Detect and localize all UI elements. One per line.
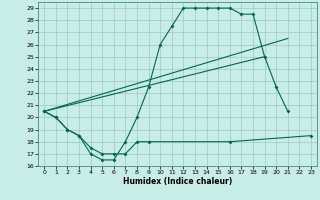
X-axis label: Humidex (Indice chaleur): Humidex (Indice chaleur) bbox=[123, 177, 232, 186]
